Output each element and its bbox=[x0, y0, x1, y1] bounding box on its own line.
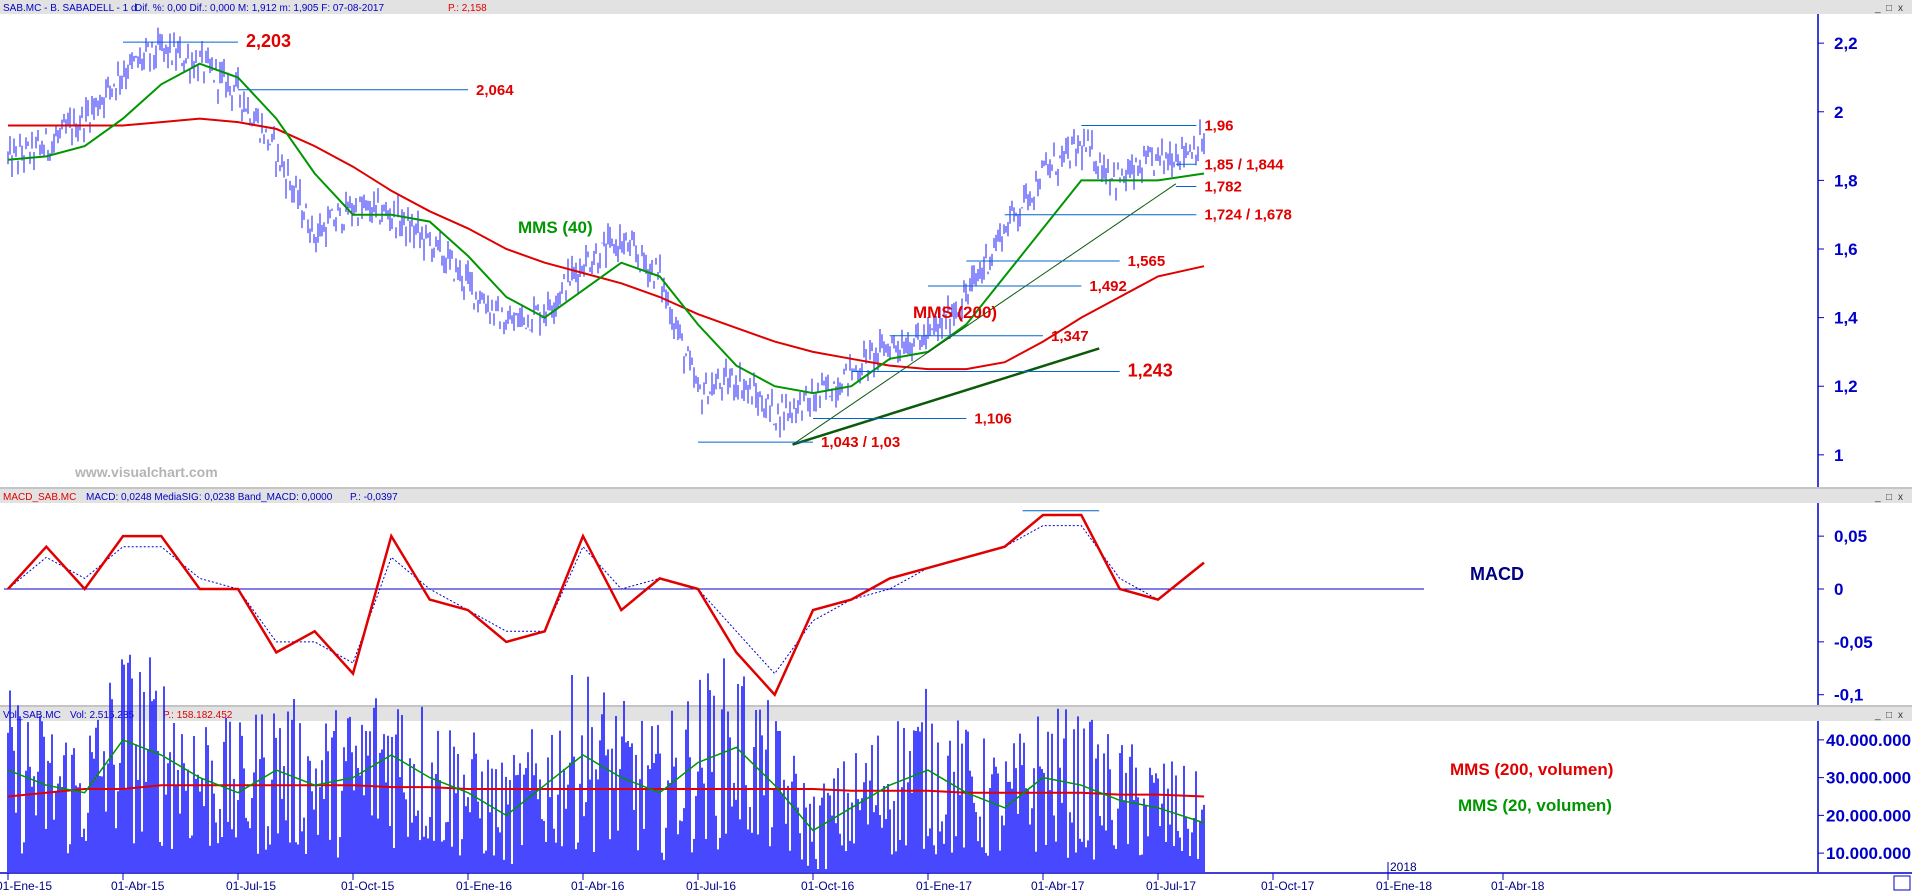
level-label-8: 1,492 bbox=[1089, 278, 1127, 295]
price-y-axis-labels: 1 1,2 1,4 1,6 1,8 2 2,2 bbox=[1818, 34, 1858, 465]
macd-line bbox=[7, 513, 1205, 697]
x-tick-label: 01-Jul-17 bbox=[1146, 879, 1196, 892]
price-ytick-label: 1 bbox=[1834, 446, 1843, 465]
x-tick-label: 01-Abr-18 bbox=[1491, 879, 1545, 892]
vol-mms20-line bbox=[7, 738, 1205, 832]
vol-ytick-label: 30.000.000 bbox=[1826, 769, 1911, 788]
price-ytick-label: 1,2 bbox=[1834, 377, 1858, 396]
x-tick-label: 01-Abr-16 bbox=[571, 879, 625, 892]
level-label-11: 1,106 bbox=[974, 410, 1012, 427]
price-ytick-label: 1,8 bbox=[1834, 171, 1858, 190]
maximize-icon[interactable]: □ bbox=[1886, 3, 1892, 14]
x-tick-label: 01-Ene-15 bbox=[0, 879, 52, 892]
x-tick-label: 01-Abr-17 bbox=[1031, 879, 1085, 892]
vol-ytick-label: 20.000.000 bbox=[1826, 806, 1911, 825]
x-tick-label: 01-Ene-17 bbox=[916, 879, 972, 892]
close-icon[interactable]: x bbox=[1898, 710, 1903, 721]
level-label-6: 1,724 / 1,678 bbox=[1204, 207, 1292, 224]
vol-header-label: Vol_SAB.MC bbox=[3, 710, 61, 721]
x-tick-label: 01-Ene-18 bbox=[1376, 879, 1432, 892]
price-panel: SAB.MC - B. SABADELL - 1 d Dif. %: 0,00 … bbox=[0, 0, 1912, 487]
trendline-2 bbox=[792, 183, 1177, 445]
macd-ytick-label: -0,1 bbox=[1834, 686, 1863, 705]
mms200-label: MMS (200) bbox=[913, 303, 997, 322]
level-label-4: 1,85 / 1,844 bbox=[1204, 156, 1284, 173]
macd-header-p: P.: -0,0397 bbox=[350, 492, 398, 503]
macd-signal-line bbox=[7, 525, 1205, 675]
x-tick-label: 01-Ene-16 bbox=[456, 879, 512, 892]
x-tick-label: 01-Jul-16 bbox=[686, 879, 736, 892]
volume-plot-area bbox=[7, 654, 1205, 872]
volume-panel: Vol_SAB.MC Vol: 2.515.285 P.: 158.182.45… bbox=[0, 654, 1912, 872]
macd-header-label: MACD_SAB.MC bbox=[3, 492, 76, 503]
price-window-controls[interactable]: _ □ x bbox=[1874, 3, 1903, 14]
price-header-symbol: SAB.MC - B. SABADELL - 1 d bbox=[3, 3, 137, 14]
level-label-12: 1,043 / 1,03 bbox=[821, 434, 900, 451]
x-tick-label: 01-Abr-15 bbox=[111, 879, 165, 892]
macd-label: MACD bbox=[1470, 564, 1524, 584]
macd-header-stats: MACD: 0,0248 MediaSIG: 0,0238 Band_MACD:… bbox=[86, 492, 333, 503]
price-plot-area: 2,203 2,064 1,96 1,85 / 1,844 1,782 1,724 / 1… bbox=[7, 27, 1292, 451]
vol-ytick-label: 10.000.000 bbox=[1826, 844, 1911, 863]
price-ytick-label: 2 bbox=[1834, 103, 1843, 122]
mms200-line bbox=[8, 117, 1205, 371]
x-tick-label: 01-Jul-15 bbox=[226, 879, 276, 892]
maximize-icon[interactable]: □ bbox=[1886, 492, 1892, 503]
minimize-icon[interactable]: _ bbox=[1874, 3, 1881, 14]
level-label-5: 1,782 bbox=[1204, 179, 1242, 196]
vol-header-p: P.: 158.182.452 bbox=[163, 710, 233, 721]
mms200-vol-label: MMS (200, volumen) bbox=[1450, 760, 1613, 779]
level-label-7: 1,565 bbox=[1128, 253, 1166, 270]
price-ytick-label: 1,6 bbox=[1834, 240, 1858, 259]
vol-window-controls[interactable]: _ □ x bbox=[1874, 710, 1903, 721]
mms40-line bbox=[7, 62, 1205, 395]
price-ytick-label: 1,4 bbox=[1834, 309, 1858, 328]
trendline-1 bbox=[792, 347, 1100, 446]
macd-ytick-label: 0,05 bbox=[1834, 527, 1867, 546]
zoom-icon[interactable] bbox=[1893, 875, 1911, 891]
year-marker-label: 2018 bbox=[1390, 860, 1417, 874]
macd-plot-area bbox=[4, 510, 1424, 697]
macd-ytick-label: -0,05 bbox=[1834, 633, 1873, 652]
level-label-1: 2,203 bbox=[246, 31, 291, 51]
minimize-icon[interactable]: _ bbox=[1874, 710, 1881, 721]
vol-y-axis-labels: 10.000.000 20.000.000 30.000.000 40.000.000 bbox=[1818, 731, 1911, 863]
macd-ytick-label: 0 bbox=[1834, 580, 1843, 599]
macd-window-controls[interactable]: _ □ x bbox=[1874, 492, 1903, 503]
x-tick-label: 01-Oct-15 bbox=[341, 879, 395, 892]
vol-header-stats: Vol: 2.515.285 bbox=[70, 710, 134, 721]
vol-ytick-label: 40.000.000 bbox=[1826, 731, 1911, 750]
level-label-9: 1,347 bbox=[1051, 328, 1089, 345]
macd-panel: MACD_SAB.MC MACD: 0,0248 MediaSIG: 0,023… bbox=[0, 489, 1912, 705]
mms20-vol-label: MMS (20, volumen) bbox=[1458, 796, 1612, 815]
vol-mms200-line bbox=[7, 784, 1205, 798]
price-header-stats: Dif. %: 0,00 Dif.: 0,000 M: 1,912 m: 1,9… bbox=[135, 3, 384, 14]
watermark: www.visualchart.com bbox=[74, 464, 218, 480]
close-icon[interactable]: x bbox=[1898, 492, 1903, 503]
level-label-2: 2,064 bbox=[476, 82, 514, 99]
level-label-10: 1,243 bbox=[1128, 360, 1173, 380]
x-axis-labels: 01-Ene-15 01-Abr-15 01-Jul-15 01-Oct-15 01-E… bbox=[0, 860, 1545, 892]
price-ytick-label: 2,2 bbox=[1834, 34, 1858, 53]
minimize-icon[interactable]: _ bbox=[1874, 492, 1881, 503]
x-tick-label: 01-Oct-17 bbox=[1261, 879, 1315, 892]
level-label-3: 1,96 bbox=[1204, 117, 1233, 134]
mms40-label: MMS (40) bbox=[518, 218, 593, 237]
close-icon[interactable]: x bbox=[1898, 3, 1903, 14]
maximize-icon[interactable]: □ bbox=[1886, 710, 1892, 721]
price-header-p: P.: 2,158 bbox=[448, 3, 487, 14]
macd-y-axis-labels: 0,05 0 -0,05 -0,1 bbox=[1818, 527, 1873, 705]
x-tick-label: 01-Oct-16 bbox=[801, 879, 855, 892]
